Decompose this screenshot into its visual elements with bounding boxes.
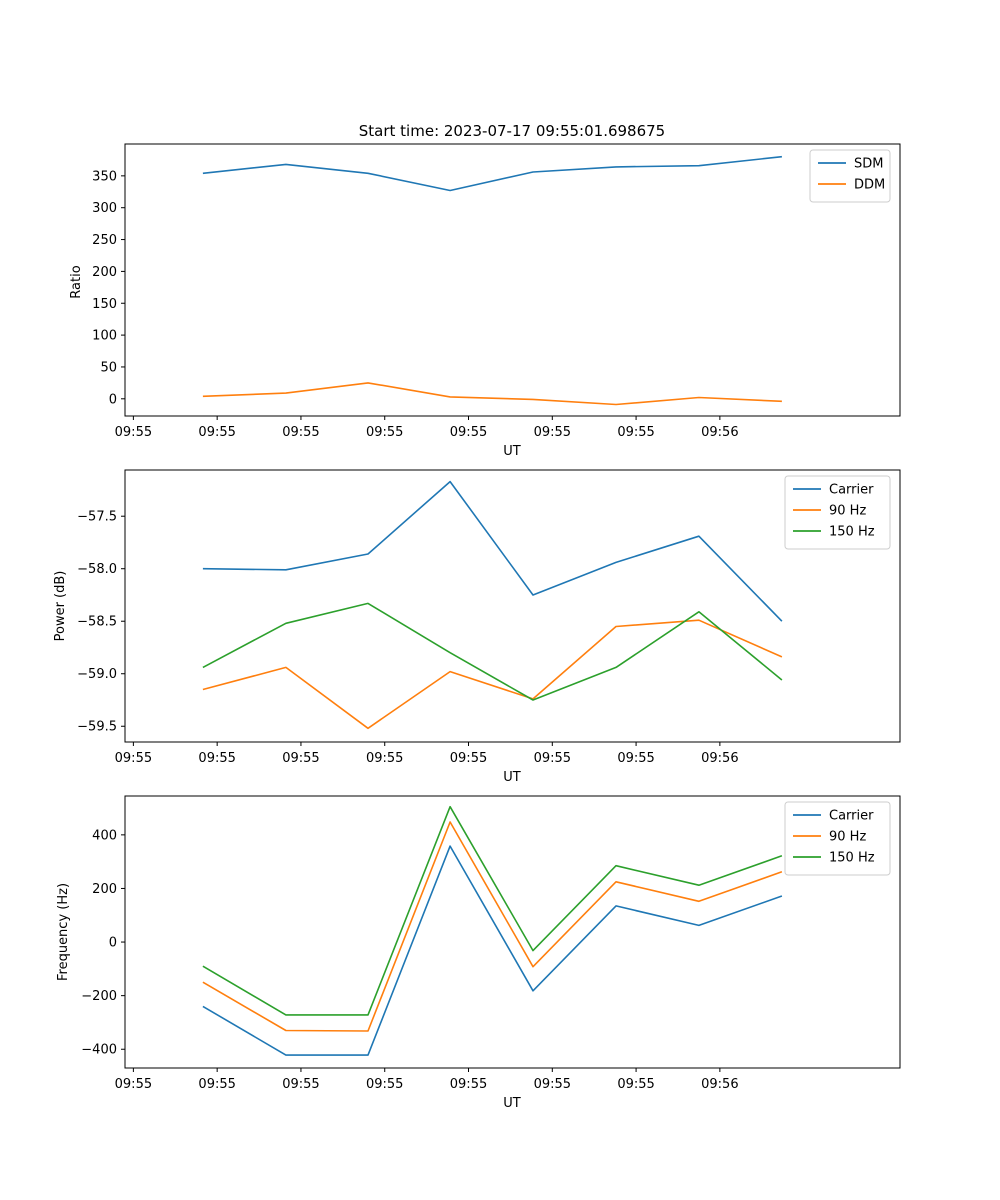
x-tick-label: 09:55 [534,1077,571,1092]
x-tick-label: 09:55 [534,751,571,766]
series-line-150-hz [202,602,783,701]
y-tick-label: 400 [92,828,117,843]
axes-frame [124,795,901,1069]
y-tick-label: 150 [92,297,117,312]
figure-title: Start time: 2023-07-17 09:55:01.698675 [359,122,665,140]
y-tick-label: 350 [92,169,117,184]
y-tick-label: 250 [92,233,117,248]
y-tick-label: −58.0 [77,562,117,577]
axes-frame [124,469,901,743]
plot-area: 09:55 09:55 09:55 09:55 09:55 09:55 09:55 09:56… [92,143,901,440]
y-tick-label: 200 [92,265,117,280]
y-axis-label: Ratio [69,265,84,298]
series-line-carrier [202,845,783,1056]
y-tick-label: −59.5 [77,720,117,735]
x-tick-label: 09:55 [198,751,235,766]
x-tick-label: 09:55 [366,425,403,440]
legend-label: Carrier [829,809,874,824]
y-tick-label: −58.5 [77,615,117,630]
y-axis-label: Power (dB) [53,571,68,642]
x-tick-label: 09:55 [198,425,235,440]
axes-frame [124,143,901,417]
series-line-90-hz [202,619,783,730]
y-tick-label: 300 [92,201,117,216]
x-tick-label: 09:55 [115,751,152,766]
x-tick-label: 09:56 [701,751,738,766]
plot-area: 09:55 09:55 09:55 09:55 09:55 09:55 09:55 09:56… [77,469,901,766]
y-tick-label: 200 [92,882,117,897]
y-tick-label: −57.5 [77,510,117,525]
y-tick-label: −400 [81,1043,117,1058]
y-axis-label: Frequency (Hz) [56,883,71,981]
legend-label: SDM [854,157,883,172]
legend-label: DDM [854,178,885,193]
series-line-150-hz [202,805,783,1016]
x-tick-label: 09:55 [617,751,654,766]
x-tick-label: 09:55 [617,1077,654,1092]
legend-label: Carrier [829,483,874,498]
subplot-ratio: 09:55 09:55 09:55 09:55 09:55 09:55 09:55 09:56… [69,143,901,459]
x-tick-label: 09:55 [534,425,571,440]
x-tick-label: 09:56 [701,1077,738,1092]
y-tick-label: 100 [92,329,117,344]
y-tick-label: 50 [100,360,117,375]
x-tick-label: 09:55 [282,425,319,440]
series-line-90-hz [202,821,783,1032]
x-tick-label: 09:55 [450,425,487,440]
series-line-sdm [202,155,782,192]
x-axis-label: UT [503,1096,521,1111]
x-tick-label: 09:55 [198,1077,235,1092]
x-tick-label: 09:55 [282,751,319,766]
subplot-frequency: 09:55 09:55 09:55 09:55 09:55 09:55 09:55 09:56… [56,795,901,1111]
y-tick-label: −200 [81,989,117,1004]
plot-area: 09:55 09:55 09:55 09:55 09:55 09:55 09:55 09:56… [81,795,901,1092]
y-tick-label: 0 [109,936,117,951]
x-tick-label: 09:56 [701,425,738,440]
legend-label: 90 Hz [829,830,866,845]
x-tick-label: 09:55 [282,1077,319,1092]
legend-label: 150 Hz [829,525,875,540]
x-tick-label: 09:55 [450,1077,487,1092]
legend-label: 150 Hz [829,851,875,866]
y-tick-label: −59.0 [77,667,117,682]
y-tick-label: 0 [109,392,117,407]
x-tick-label: 09:55 [115,1077,152,1092]
x-axis-label: UT [503,770,521,785]
subplot-power: 09:55 09:55 09:55 09:55 09:55 09:55 09:55 09:56… [53,469,901,785]
x-tick-label: 09:55 [617,425,654,440]
x-tick-label: 09:55 [366,751,403,766]
x-axis-label: UT [503,444,521,459]
x-tick-label: 09:55 [366,1077,403,1092]
series-line-carrier [202,480,783,622]
x-tick-label: 09:55 [450,751,487,766]
legend-label: 90 Hz [829,504,866,519]
x-tick-label: 09:55 [115,425,152,440]
series-line-ddm [202,382,782,406]
